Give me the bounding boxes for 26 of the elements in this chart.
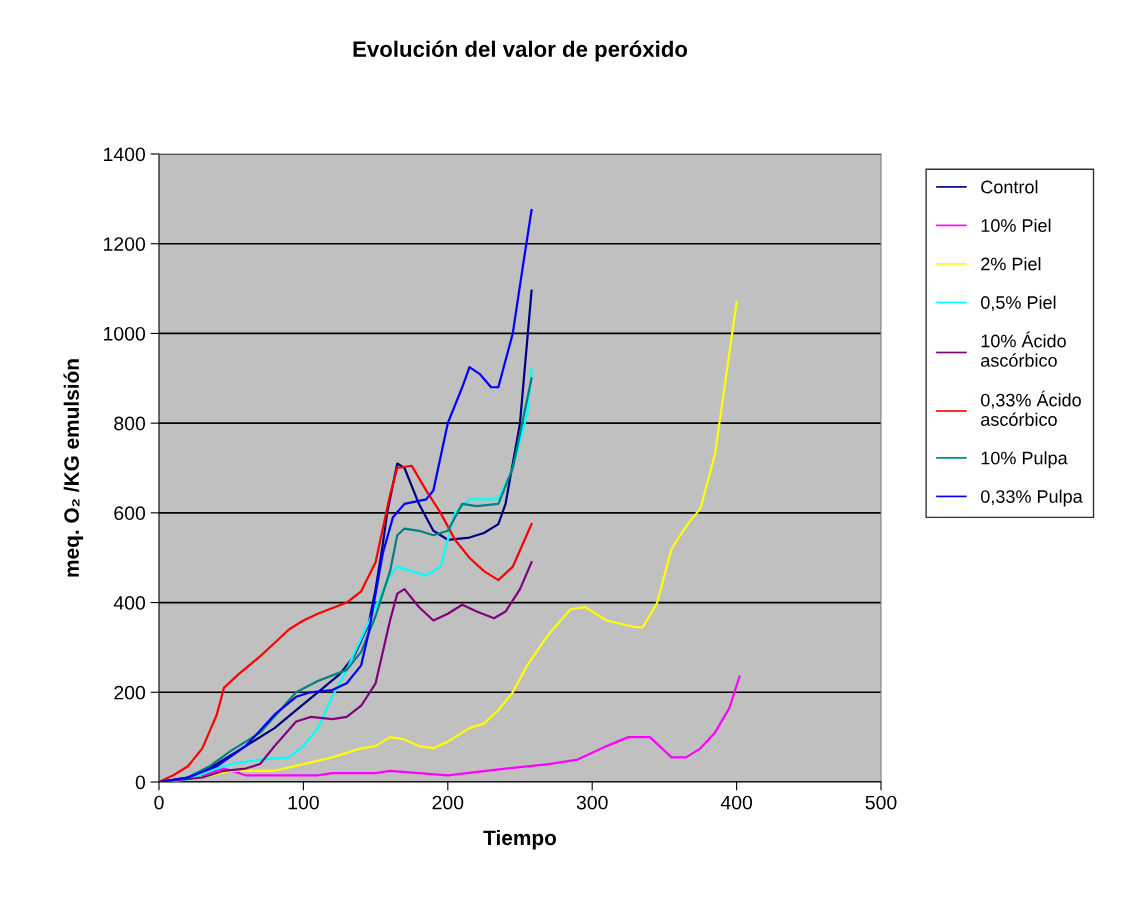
y-tick-label: 200 — [114, 685, 146, 700]
y-tick-label: 1000 — [104, 326, 146, 341]
y-tick-label: 600 — [114, 506, 146, 521]
legend-label: Control — [981, 180, 1038, 194]
y-tick-label: 1200 — [104, 237, 146, 251]
x-tick-label: 0 — [154, 795, 164, 810]
chart-title: Evolución del valor de peróxido — [353, 40, 688, 62]
y-tick-label: 0 — [135, 775, 146, 790]
legend-label: 0,33% Pulpa — [981, 489, 1083, 507]
x-axis-title: Tiempo — [483, 829, 557, 850]
legend-label: 0,33% Ácido ascórbico — [981, 390, 1081, 426]
x-tick-label: 500 — [865, 795, 897, 810]
x-tick-label: 200 — [432, 795, 464, 810]
legend-label: 10% Pulpa — [981, 451, 1068, 468]
y-tick-label: 800 — [114, 416, 146, 431]
legend-label: 10% Piel — [981, 218, 1051, 232]
y-tick-label: 400 — [113, 596, 146, 610]
legend-label: 0,5% Piel — [981, 295, 1056, 312]
x-tick-label: 300 — [576, 795, 608, 810]
line-series — [159, 464, 533, 782]
x-tick-label: 400 — [720, 795, 753, 810]
legend-label: 2% Piel — [981, 257, 1041, 271]
y-tick-label: 1400 — [104, 147, 146, 162]
legend-label: 10% Ácido ascórbico — [981, 331, 1066, 367]
x-tick-label: 100 — [288, 795, 319, 810]
y-axis-title: meq. O₂ /KG emulsión — [63, 359, 84, 577]
